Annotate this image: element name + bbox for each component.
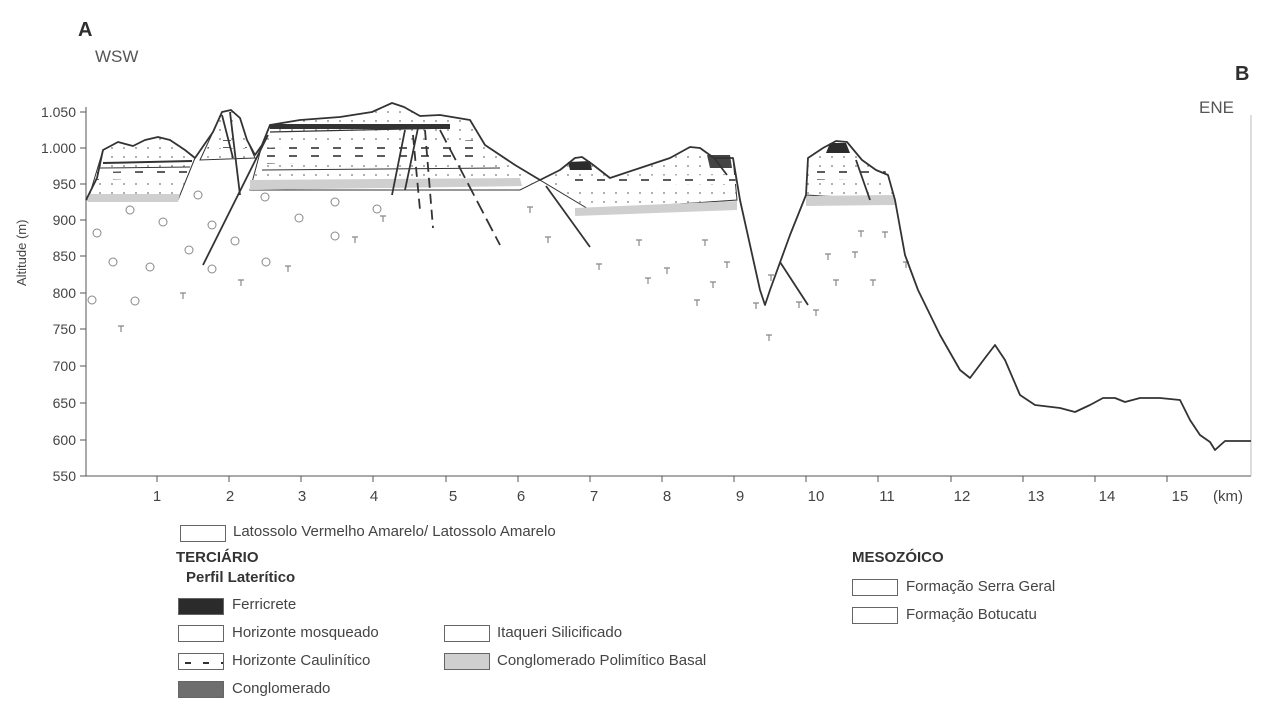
serra-geral-symbols xyxy=(118,206,909,341)
legend-swatch-botucatu xyxy=(852,607,898,624)
y-tick-label: 550 xyxy=(53,468,77,484)
legend-swatch-soil xyxy=(180,525,226,542)
x-tick-labels: 1 2 3 4 5 6 7 8 9 10 11 12 13 14 15 (km) xyxy=(153,488,1243,505)
legend-label-soil: Latossolo Vermelho Amarelo/ Latossolo Am… xyxy=(233,523,556,540)
x-tick-label: 10 xyxy=(808,488,825,505)
legend-swatch-mottled xyxy=(178,625,224,642)
y-tick-label: 1.000 xyxy=(41,140,76,156)
legend-swatch-itaqueri xyxy=(444,625,490,642)
legend-swatch-ferricrete xyxy=(178,598,224,615)
x-tick-label: 14 xyxy=(1099,488,1116,505)
legend-heading-tertiary: TERCIÁRIO xyxy=(176,549,259,566)
faults xyxy=(202,111,871,306)
botucatu-symbols xyxy=(87,190,382,306)
y-tick-label: 850 xyxy=(53,248,77,264)
y-tick-label: 1.050 xyxy=(41,104,76,120)
start-point-label: A xyxy=(78,19,93,41)
legend-label-basal: Conglomerado Polimítico Basal xyxy=(497,652,707,669)
y-tick-label: 900 xyxy=(53,212,77,228)
x-tick-label: 5 xyxy=(449,488,457,505)
topographic-profile-line xyxy=(85,102,1251,451)
end-direction-label: ENE xyxy=(1199,98,1234,117)
x-tick-label: 12 xyxy=(954,488,971,505)
plateau-cap-3 xyxy=(249,102,542,191)
legend-label-botucatu: Formação Botucatu xyxy=(906,606,1037,623)
legend-label-serra-geral: Formação Serra Geral xyxy=(906,578,1056,595)
legend-swatch-serra-geral xyxy=(852,579,898,596)
legend-swatch-basal xyxy=(444,653,490,670)
y-tick-label: 950 xyxy=(53,176,77,192)
y-tick-labels: 1.050 1.000 950 900 850 800 750 700 650 … xyxy=(41,104,76,484)
x-tick-label: 1 xyxy=(153,488,161,505)
y-tick-label: 800 xyxy=(53,285,77,301)
plot-frame xyxy=(85,107,1252,477)
legend-swatch-kaolinitic xyxy=(178,653,224,670)
legend-label-ferricrete: Ferricrete xyxy=(232,596,297,613)
legend-label-itaqueri: Itaqueri Silicificado xyxy=(497,624,623,641)
legend-heading-mesozoic: MESOZÓICO xyxy=(852,549,944,566)
x-tick-label: 3 xyxy=(298,488,306,505)
legend-label-mottled: Horizonte mosqueado xyxy=(232,624,379,641)
y-tick-label: 600 xyxy=(53,432,77,448)
x-tick-label: 4 xyxy=(370,488,378,505)
x-tick-label: 13 xyxy=(1028,488,1045,505)
y-tick-label: 700 xyxy=(53,358,77,374)
legend-heading-lateritic: Perfil Laterítico xyxy=(186,569,296,586)
x-tick-label: 9 xyxy=(736,488,744,505)
x-unit-label: (km) xyxy=(1213,488,1243,505)
x-tick-label: 11 xyxy=(879,488,895,505)
y-tick-label: 750 xyxy=(53,321,77,337)
x-axis-ticks xyxy=(156,476,1168,482)
x-tick-label: 2 xyxy=(226,488,234,505)
x-tick-label: 8 xyxy=(663,488,671,505)
legend-label-kaolinitic: Horizonte Caulinítico xyxy=(232,652,371,669)
start-direction-label: WSW xyxy=(95,47,139,66)
legend-swatch-conglomerate xyxy=(178,681,224,698)
x-tick-label: 15 xyxy=(1172,488,1189,505)
x-tick-label: 7 xyxy=(590,488,598,505)
y-tick-label: 650 xyxy=(53,395,77,411)
x-tick-label: 6 xyxy=(517,488,525,505)
plateau-cap-4 xyxy=(538,146,738,216)
y-axis-ticks xyxy=(80,111,86,477)
end-point-label: B xyxy=(1235,63,1250,85)
legend-label-conglomerate: Conglomerado xyxy=(232,680,331,697)
plateau-cap-5 xyxy=(805,140,896,206)
